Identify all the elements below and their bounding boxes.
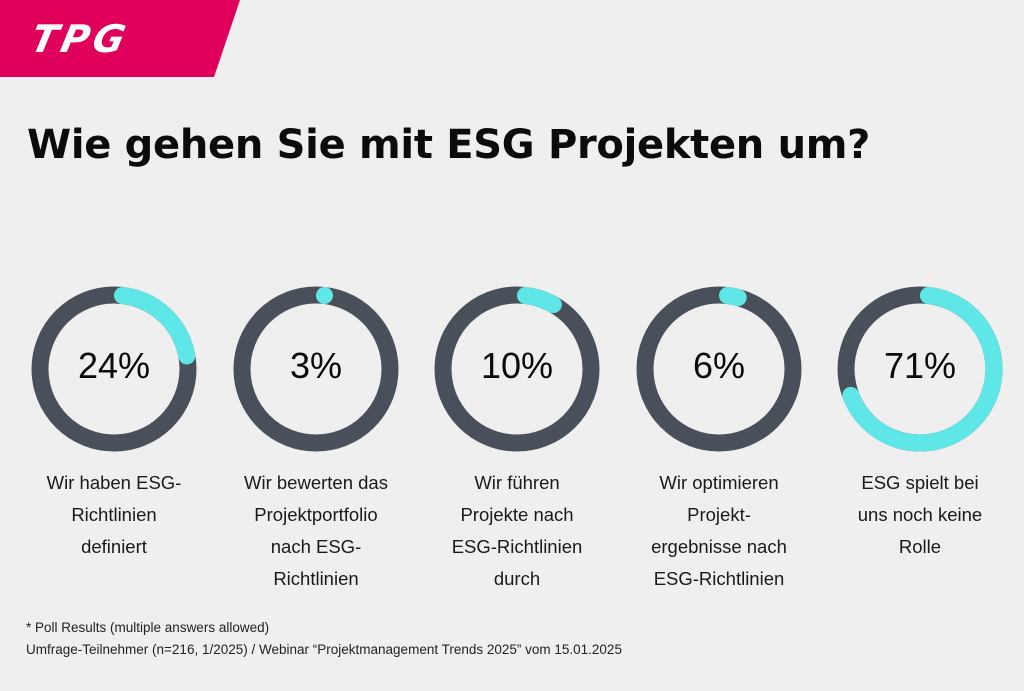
page-title: Wie gehen Sie mit ESG Projekten um? bbox=[27, 122, 871, 168]
donut-value-arc bbox=[434, 286, 600, 452]
percent-label: 6% bbox=[692, 345, 746, 386]
category-label-line: Wir haben ESG- bbox=[46, 472, 182, 493]
category-label-line: Rolle bbox=[898, 536, 942, 557]
donut-value-arc bbox=[636, 286, 802, 452]
footer: * Poll Results (multiple answers allowed… bbox=[26, 617, 622, 661]
donut-value-arc bbox=[837, 286, 1003, 452]
svg-text:TPG: TPG bbox=[27, 17, 133, 62]
category-label-line: durch bbox=[493, 568, 541, 589]
category-label: ESG spielt bei uns noch keine Rolle bbox=[820, 467, 1020, 563]
category-label-line: uns noch keine bbox=[857, 504, 983, 525]
percent-label: 10% bbox=[480, 345, 554, 386]
category-label-line: Projekt- bbox=[687, 504, 751, 525]
donut-charts bbox=[31, 286, 1003, 452]
category-label-line: nach ESG- bbox=[270, 536, 362, 557]
tpg-logo: TPG bbox=[0, 0, 240, 77]
category-label-line: ESG-Richtlinien bbox=[451, 536, 583, 557]
category-label-line: Wir führen bbox=[474, 472, 560, 493]
category-label-line: Richtlinien bbox=[273, 568, 359, 589]
category-label: Wir optimieren Projekt-ergebnisse nach ESG… bbox=[619, 467, 819, 595]
category-label: Wir bewerten das Projektportfolio nach ESG… bbox=[216, 467, 416, 595]
category-label-line: Projektportfolio bbox=[254, 504, 378, 525]
category-label-line: Richtlinien bbox=[71, 504, 157, 525]
footer-note: * Poll Results (multiple answers allowed… bbox=[26, 620, 270, 635]
donut-value-arc bbox=[233, 286, 399, 452]
category-label-line: Projekte nach bbox=[460, 504, 574, 525]
footer-source: Umfrage-Teilnehmer (n=216, 1/2025) / Web… bbox=[26, 642, 622, 657]
category-label-line: ergebnisse nach bbox=[651, 536, 787, 557]
category-label-line: ESG spielt bei bbox=[861, 472, 979, 493]
category-label: Wir führen Projekte nach ESG-Richtlinien du… bbox=[417, 467, 617, 595]
category-label-line: Wir optimieren bbox=[659, 472, 779, 493]
category-label-line: ESG-Richtlinien bbox=[653, 568, 785, 589]
category-label: Wir haben ESG- Richtlinien definiert bbox=[14, 467, 214, 563]
percent-label: 71% bbox=[883, 345, 957, 386]
percent-label: 24% bbox=[77, 345, 151, 386]
percent-label: 3% bbox=[289, 345, 343, 386]
category-label-line: Wir bewerten das bbox=[244, 472, 388, 493]
donut-value-arc bbox=[31, 286, 197, 452]
category-label-line: definiert bbox=[81, 536, 147, 557]
